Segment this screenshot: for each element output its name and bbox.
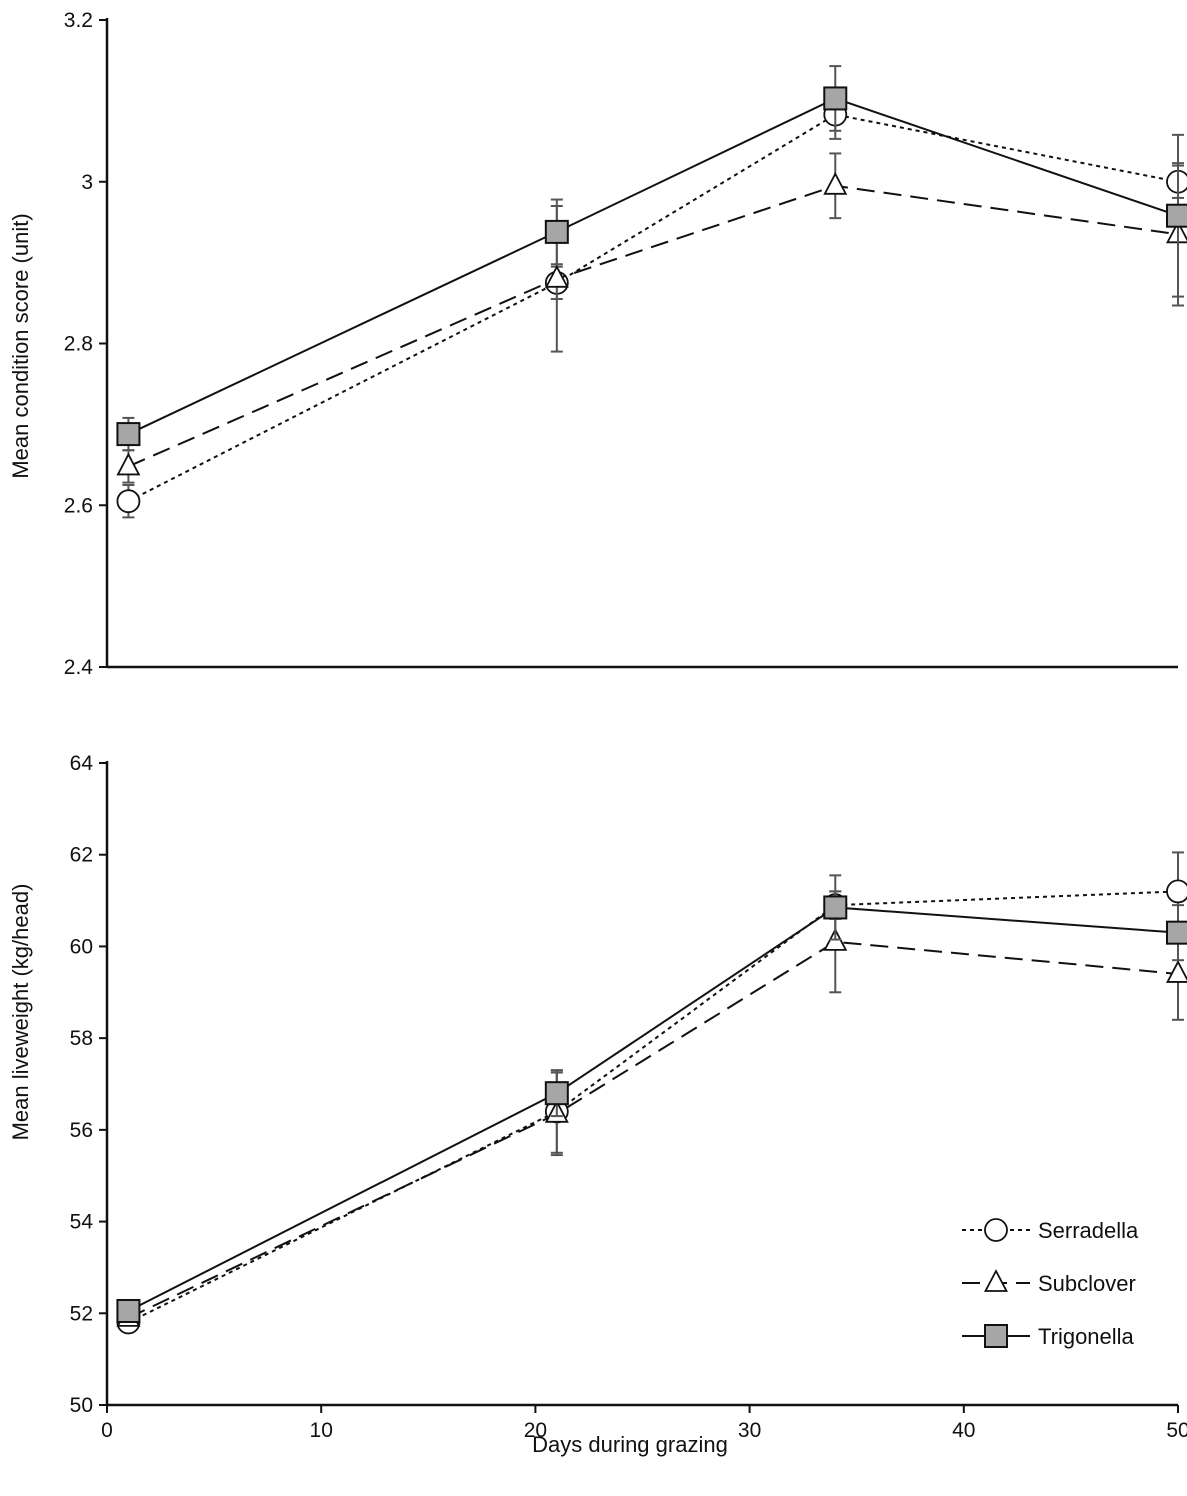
series-serradella [116, 851, 1187, 1335]
point-trigonella [544, 1081, 569, 1106]
y-axis-title-condition: Mean condition score (unit) [8, 213, 33, 478]
y-axis-title-liveweight: Mean liveweight (kg/head) [8, 884, 33, 1141]
series-subclover [116, 890, 1187, 1327]
x-tick-label: 40 [952, 1419, 975, 1442]
legend-label-serradella: Serradella [1038, 1218, 1139, 1243]
point-trigonella [1166, 920, 1187, 945]
legend-item-subclover: Subclover [962, 1269, 1136, 1296]
liveweight-panel: Mean liveweight (kg/head) Days during gr… [8, 752, 1187, 1457]
x-tick-label: 30 [738, 1419, 761, 1442]
x-tick-label: 0 [101, 1419, 113, 1442]
point-trigonella [544, 219, 569, 244]
y-tick-label: 60 [70, 935, 93, 958]
point-subclover [544, 264, 569, 288]
legend-marker-serradella [984, 1218, 1008, 1242]
legend-label-subclover: Subclover [1038, 1271, 1136, 1296]
point-serradella [1166, 879, 1187, 904]
legend-item-serradella: Serradella [962, 1218, 1139, 1243]
point-trigonella [823, 895, 848, 920]
y-tick-label: 62 [70, 844, 93, 867]
point-serradella [116, 489, 141, 514]
x-axis-title: Days during grazing [532, 1432, 728, 1457]
point-trigonella [1166, 203, 1187, 228]
legend-item-trigonella: Trigonella [962, 1324, 1135, 1349]
line-serradella [127, 113, 1179, 503]
series-subclover [116, 152, 1187, 484]
legend-marker-trigonella [984, 1324, 1008, 1348]
y-tick-label: 56 [70, 1119, 93, 1142]
y-tick-label: 50 [70, 1394, 93, 1417]
x-tick-label: 10 [310, 1419, 333, 1442]
point-subclover [1166, 960, 1187, 983]
point-trigonella [116, 1298, 141, 1323]
y-tick-label: 58 [70, 1027, 93, 1050]
line-trigonella [127, 97, 1179, 435]
y-tick-label: 52 [70, 1302, 93, 1325]
point-subclover [823, 171, 848, 195]
y-tick-label: 3 [81, 171, 93, 194]
line-serradella [127, 890, 1179, 1324]
y-tick-label: 2.8 [64, 333, 93, 356]
point-trigonella [823, 86, 848, 111]
x-tick-label: 20 [524, 1419, 547, 1442]
line-subclover [128, 184, 1179, 468]
y-tick-label: 3.2 [64, 9, 93, 32]
condition-score-panel: Mean condition score (unit) 2.4 2.6 2.8 3 3.… [8, 9, 1187, 679]
legend-label-trigonella: Trigonella [1038, 1324, 1135, 1349]
legend-marker-subclover [984, 1269, 1008, 1292]
point-subclover [116, 452, 141, 476]
series-serradella [116, 89, 1187, 519]
point-trigonella [116, 422, 141, 447]
line-trigonella [127, 906, 1179, 1312]
y-tick-label: 64 [70, 752, 94, 775]
y-tick-label: 2.6 [64, 494, 93, 517]
x-tick-label: 50 [1166, 1419, 1187, 1442]
series-trigonella [116, 874, 1187, 1323]
series-trigonella [116, 65, 1187, 452]
line-subclover [127, 940, 1179, 1319]
y-tick-label: 2.4 [64, 656, 94, 679]
y-tick-label: 54 [70, 1211, 94, 1234]
legend: Serradella Subclover Trigonella [962, 1218, 1139, 1349]
